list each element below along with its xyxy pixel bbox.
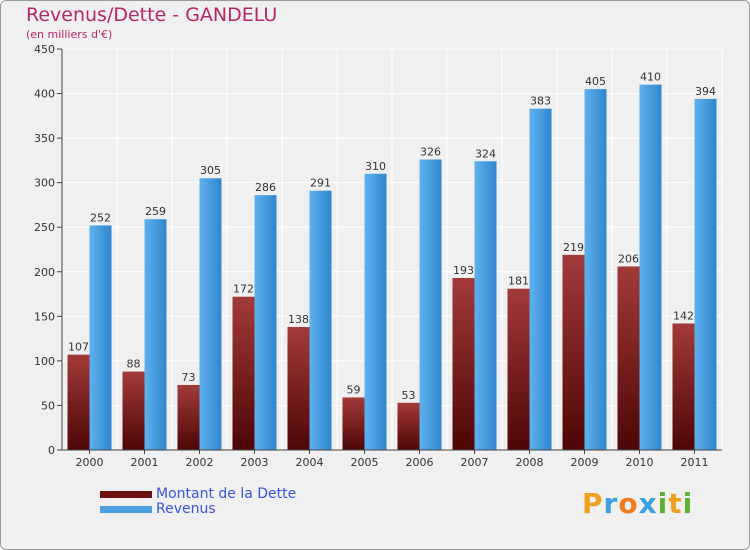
logo-letter: t	[668, 487, 683, 520]
bar-revenus	[254, 195, 277, 450]
bar-revenus	[529, 108, 552, 451]
data-label-revenus: 286	[255, 181, 276, 194]
data-label-debt: 193	[453, 264, 474, 277]
bar-revenus	[584, 89, 607, 450]
x-tick-label: 2002	[186, 456, 214, 469]
y-tick-label: 100	[34, 355, 55, 368]
legend-label-debt: Montant de la Dette	[156, 486, 297, 502]
y-tick-label: 300	[34, 177, 55, 190]
x-tick-label: 2004	[296, 456, 324, 469]
data-label-debt: 73	[182, 371, 196, 384]
bar-debt	[452, 278, 475, 450]
bar-revenus	[199, 178, 222, 450]
logo-letter: i	[682, 487, 694, 520]
bar-debt	[177, 384, 200, 450]
y-tick-label: 400	[34, 88, 55, 101]
proxiti-logo: Proxiti	[582, 487, 693, 520]
bar-revenus	[364, 173, 387, 450]
logo-letter: r	[603, 487, 619, 520]
bar-debt	[232, 296, 255, 450]
x-tick-label: 2005	[351, 456, 379, 469]
data-label-revenus: 326	[420, 145, 441, 158]
data-label-debt: 138	[288, 313, 309, 326]
data-label-debt: 142	[673, 309, 694, 322]
data-label-revenus: 252	[90, 211, 111, 224]
data-label-debt: 181	[508, 275, 529, 288]
logo-letter: i	[657, 487, 669, 520]
bar-debt	[122, 371, 145, 450]
bar-revenus	[694, 98, 717, 450]
bar-revenus	[309, 190, 332, 451]
x-tick-label: 2010	[626, 456, 654, 469]
bar-revenus	[419, 159, 442, 450]
data-label-revenus: 291	[310, 177, 331, 190]
logo-letter: o	[618, 487, 639, 520]
logo-letter: x	[638, 487, 658, 520]
bar-debt	[672, 323, 695, 450]
x-tick-label: 2001	[131, 456, 159, 469]
y-tick-label: 250	[34, 221, 55, 234]
logo-letter: P	[582, 487, 604, 520]
data-label-revenus: 310	[365, 160, 386, 173]
data-label-revenus: 410	[640, 71, 661, 84]
data-label-debt: 59	[347, 383, 361, 396]
x-tick-label: 2006	[406, 456, 434, 469]
x-tick-label: 2007	[461, 456, 489, 469]
data-label-revenus: 405	[585, 75, 606, 88]
bar-debt	[287, 327, 310, 450]
legend-swatch-debt	[100, 491, 152, 498]
data-label-debt: 107	[68, 341, 89, 354]
data-label-debt: 206	[618, 252, 639, 265]
bar-debt	[507, 288, 530, 450]
y-tick-label: 150	[34, 310, 55, 323]
bar-revenus	[144, 219, 167, 450]
data-label-revenus: 259	[145, 205, 166, 218]
y-tick-label: 200	[34, 266, 55, 279]
bar-debt	[562, 254, 585, 450]
data-label-revenus: 324	[475, 147, 496, 160]
legend-swatch-revenus	[100, 506, 152, 513]
data-label-debt: 88	[127, 358, 141, 371]
data-label-debt: 53	[402, 389, 416, 402]
chart-subtitle: (en milliers d'€)	[26, 28, 113, 41]
data-label-revenus: 394	[695, 85, 716, 98]
bar-revenus	[639, 84, 662, 451]
bar-debt	[67, 354, 90, 450]
y-tick-label: 50	[41, 399, 55, 412]
bar-debt	[397, 402, 420, 450]
data-label-revenus: 383	[530, 95, 551, 108]
bar-revenus	[474, 161, 497, 450]
legend-label-revenus: Revenus	[156, 501, 216, 517]
x-tick-label: 2003	[241, 456, 269, 469]
x-tick-label: 2000	[76, 456, 104, 469]
y-tick-label: 0	[48, 444, 55, 457]
bar-debt	[617, 266, 640, 450]
bar-debt	[342, 397, 365, 450]
bar-revenus	[89, 225, 112, 450]
y-tick-label: 450	[34, 43, 55, 56]
y-tick-label: 350	[34, 132, 55, 145]
chart-title: Revenus/Dette - GANDELU	[26, 4, 278, 26]
x-tick-label: 2008	[516, 456, 544, 469]
data-label-revenus: 305	[200, 164, 221, 177]
data-label-debt: 219	[563, 241, 584, 254]
x-tick-label: 2011	[681, 456, 709, 469]
x-tick-label: 2009	[571, 456, 599, 469]
data-label-debt: 172	[233, 283, 254, 296]
